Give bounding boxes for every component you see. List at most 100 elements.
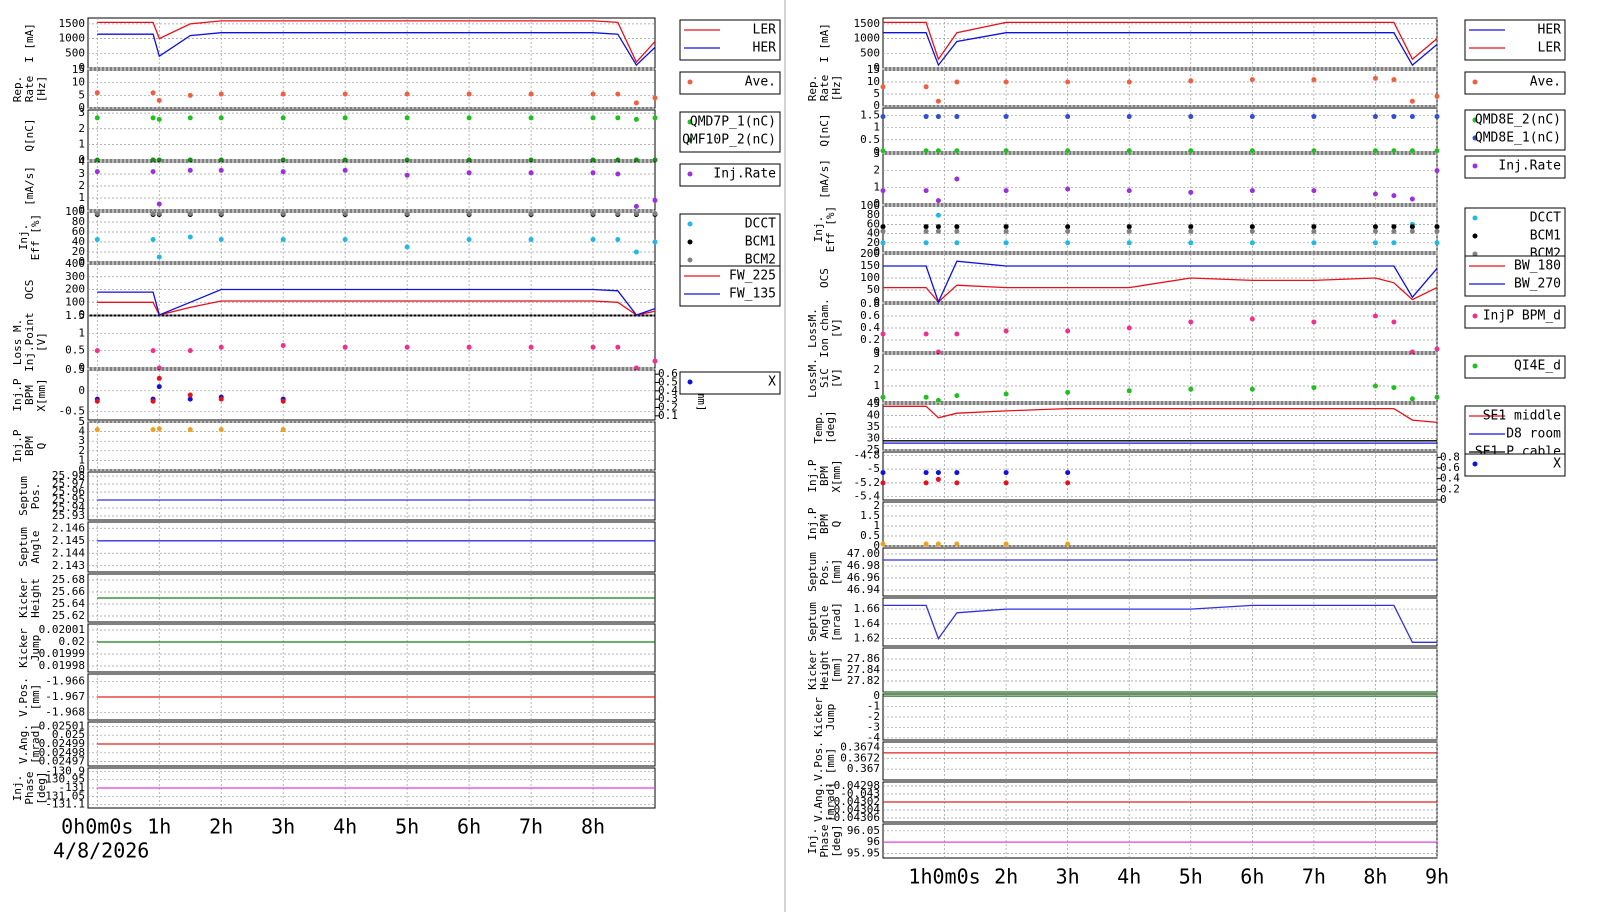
data-point [1434, 93, 1440, 99]
y-tick-label: 0.02497 [39, 755, 85, 768]
data-point [615, 237, 621, 242]
y-tick-label: 0 [873, 145, 880, 158]
data-point [954, 228, 960, 234]
y-tick-label: 3 [873, 147, 880, 160]
legend-label: HER [1538, 23, 1562, 38]
legend-swatch [687, 137, 693, 143]
series-line [883, 405, 1438, 424]
data-point [1409, 228, 1415, 234]
data-point [404, 344, 410, 350]
y2-tick-label: 0.6 [1440, 461, 1460, 474]
legend-swatch [1472, 251, 1478, 257]
y-axis-label: [mrad] [830, 602, 843, 642]
y-tick-label: 300 [65, 270, 85, 283]
y-tick-label: 2 [78, 122, 85, 135]
y-tick-label: 5 [873, 87, 880, 100]
y-tick-label: 0.01999 [39, 647, 85, 660]
series-line [97, 300, 656, 316]
y-axis-label: I [mA] [818, 23, 831, 63]
data-point [954, 224, 960, 230]
legend-box [679, 371, 781, 395]
y-tick-label: 40 [867, 227, 880, 240]
legend-box [1464, 155, 1566, 179]
data-point [94, 169, 100, 175]
y-tick-label: 40 [867, 409, 880, 422]
y-tick-label: 2 [873, 164, 880, 177]
y-axis-label: Jump [29, 635, 42, 662]
y-axis-label: [deg] [35, 771, 48, 804]
y-tick-label: 3 [78, 106, 85, 119]
data-point [280, 342, 286, 348]
data-point [954, 393, 960, 399]
data-point [935, 198, 941, 204]
data-point [880, 148, 886, 154]
data-point [923, 394, 929, 400]
data-point [1188, 114, 1194, 120]
data-point [187, 92, 193, 98]
y2-tick-label: 0.2 [658, 401, 678, 414]
legend-swatch [1472, 313, 1478, 319]
y-axis-label: [deg] [824, 410, 837, 443]
data-point [404, 172, 410, 178]
data-point [528, 344, 534, 350]
data-point [935, 98, 941, 104]
y-axis-label: Inj. [11, 775, 24, 802]
legend-box [1464, 453, 1566, 477]
data-point [342, 167, 348, 173]
data-point [1003, 148, 1009, 154]
data-point [466, 157, 472, 163]
data-point [1126, 228, 1132, 234]
y2-tick-label: 0.2 [1440, 482, 1460, 495]
legend-box [679, 111, 781, 153]
y-tick-label: -0.04304 [827, 803, 880, 816]
data-point [954, 541, 960, 547]
data-point [1126, 148, 1132, 154]
data-point [923, 331, 929, 337]
data-point [935, 228, 941, 234]
data-point [94, 348, 100, 354]
y-axis-label: Septum [17, 527, 30, 567]
y-tick-label: 0.5 [860, 529, 880, 542]
data-point [652, 358, 658, 364]
data-point [342, 237, 348, 242]
data-point [342, 91, 348, 97]
data-point [633, 211, 639, 216]
data-point [652, 211, 658, 216]
y-axis-label: Inj.P [11, 378, 24, 411]
data-point [1311, 224, 1317, 230]
y-axis-label: Height [29, 578, 42, 618]
legend-label: LER [1538, 41, 1562, 56]
data-point [954, 331, 960, 337]
y-tick-label: 25.96 [52, 485, 85, 498]
y-axis-label: Inj. [812, 216, 825, 243]
data-point [342, 115, 348, 121]
series-line [97, 20, 656, 64]
data-point [156, 211, 162, 216]
data-point [1372, 148, 1378, 154]
legend-label: QMD7P_1(nC) [690, 115, 776, 130]
data-point [880, 228, 886, 234]
data-point [1065, 186, 1071, 192]
data-point [1434, 224, 1440, 230]
y-tick-label: -0.04302 [827, 795, 880, 808]
y-axis-label: Septum [806, 602, 819, 642]
y2-tick-label: 0.6 [658, 367, 678, 380]
y-tick-label: 1 [873, 121, 880, 134]
data-point [404, 244, 410, 250]
y-tick-label: 2 [873, 363, 880, 376]
data-point [1434, 148, 1440, 154]
y-axis-label: OCS [818, 268, 831, 288]
legend-box [1464, 109, 1566, 151]
data-point [94, 237, 100, 242]
data-point [935, 224, 941, 230]
series-line [883, 32, 1438, 67]
data-point [280, 91, 286, 97]
y-tick-label: -131.05 [39, 789, 85, 802]
data-point [1065, 224, 1071, 230]
y-tick-label: 0 [78, 463, 85, 476]
y-tick-label: -0.043 [840, 787, 880, 800]
legend-label: SE1 middle [1483, 409, 1561, 424]
data-point [280, 211, 286, 216]
data-point [466, 115, 472, 121]
data-point [954, 176, 960, 182]
